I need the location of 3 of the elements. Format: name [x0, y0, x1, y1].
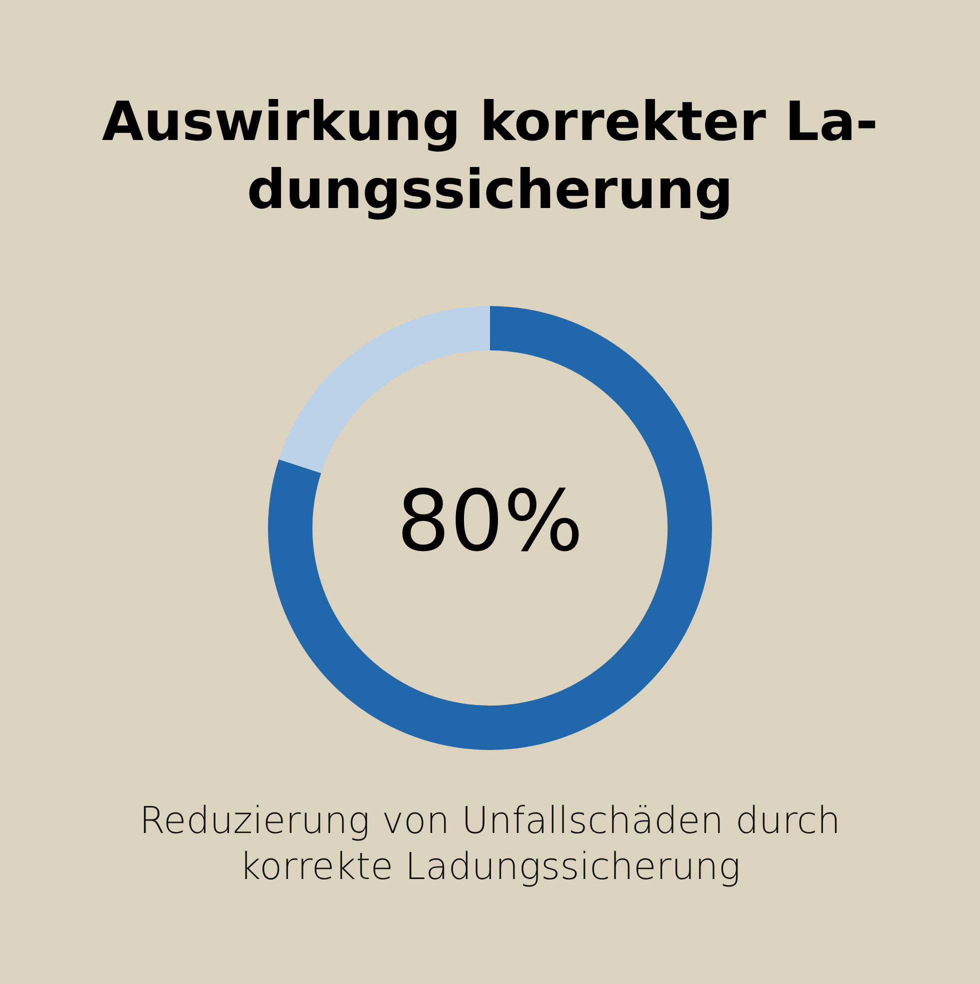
chart-title: Auswirkung korrekter La-dungssicherung	[100, 89, 880, 223]
text: Reduzierung von Unfallschäden durch korrekte Ladungssicherung	[138, 798, 842, 890]
data-label: 80%	[396, 472, 584, 570]
